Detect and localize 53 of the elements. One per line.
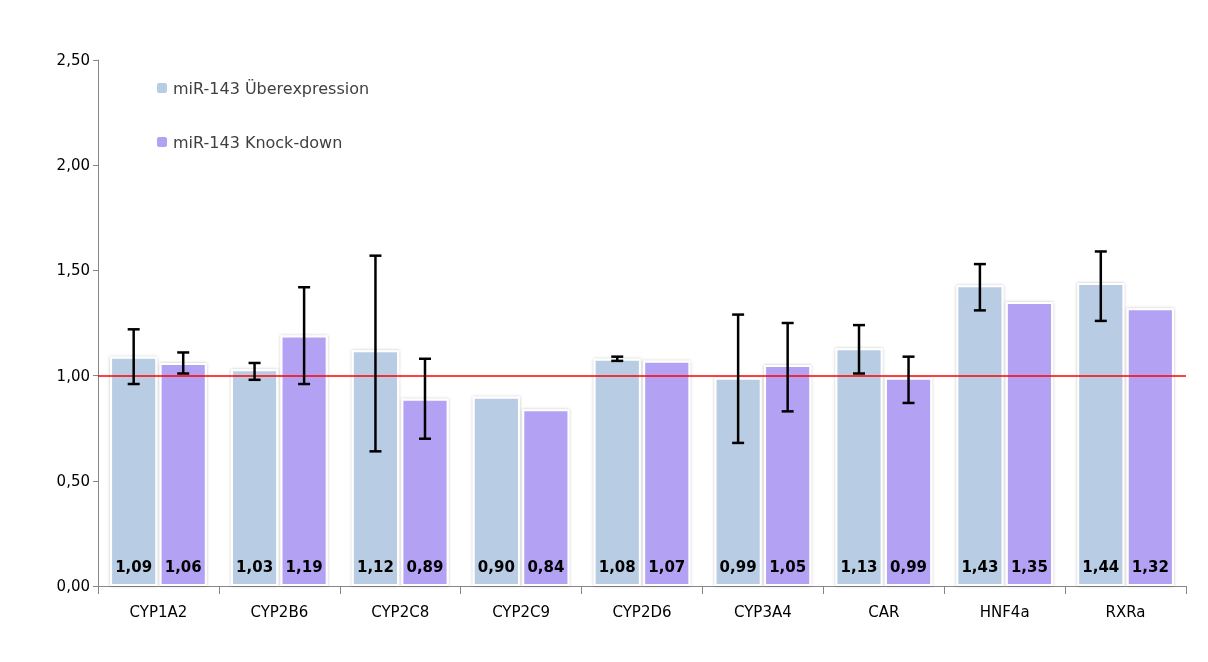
x-tick-label: HNF4a [979, 602, 1030, 621]
data-label: 1,07 [648, 557, 686, 576]
data-label: 1,03 [236, 557, 274, 576]
bar [643, 360, 691, 586]
data-label: 1,32 [1131, 557, 1169, 576]
x-tick-label: CYP2B6 [250, 602, 309, 621]
data-label: 0,90 [477, 557, 515, 576]
bar [230, 369, 279, 586]
y-tick-label: 1,00 [56, 366, 90, 385]
y-tick-label: 0,50 [56, 471, 90, 490]
data-label: 0,84 [527, 557, 565, 576]
x-tick-label: CAR [868, 602, 900, 621]
bar [714, 377, 762, 586]
data-label: 0,99 [719, 557, 757, 576]
data-label: 1,35 [1010, 557, 1048, 576]
x-tick-label: RXRa [1105, 602, 1146, 621]
bar [593, 358, 641, 586]
data-label: 1,43 [961, 557, 999, 576]
bar [159, 362, 207, 586]
x-tick-label: CYP2D6 [612, 602, 672, 621]
bar [764, 365, 812, 586]
y-tick-label: 2,00 [56, 156, 90, 175]
bar [110, 356, 158, 586]
data-label: 1,05 [769, 557, 807, 576]
bar [280, 335, 328, 586]
bar [884, 377, 933, 586]
x-tick-label: CYP2C9 [492, 602, 551, 621]
bar [401, 398, 449, 586]
data-label: 0,99 [890, 557, 928, 576]
data-label: 1,08 [598, 557, 636, 576]
data-label: 0,89 [406, 557, 444, 576]
y-tick-label: 2,50 [56, 51, 90, 69]
bar [1077, 283, 1125, 586]
legend-label: miR-143 Knock-down [173, 132, 343, 152]
bar [522, 409, 570, 586]
bar [835, 348, 883, 586]
x-tick-label: CYP3A4 [734, 602, 792, 621]
bar [1126, 308, 1174, 586]
bar [1005, 301, 1054, 586]
legend-label: miR-143 Überexpression [173, 78, 370, 98]
x-tick-label: CYP2C8 [371, 602, 430, 621]
y-tick-label: 1,50 [56, 261, 90, 280]
x-tick-label: CYP1A2 [129, 602, 188, 621]
data-label: 1,12 [356, 557, 394, 576]
bar [956, 285, 1004, 586]
data-label: 1,44 [1082, 557, 1120, 576]
bar [351, 350, 400, 586]
y-tick-label: 0,00 [56, 577, 90, 595]
data-label: 1,06 [164, 557, 202, 576]
data-label: 1,09 [115, 557, 153, 576]
data-label: 1,19 [285, 557, 323, 576]
bar [472, 396, 520, 586]
data-label: 1,13 [840, 557, 878, 576]
